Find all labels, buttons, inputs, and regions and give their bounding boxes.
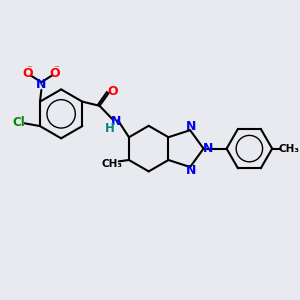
Text: ⁻: ⁻ [53,64,59,74]
Text: CH₃: CH₃ [102,159,123,169]
Text: CH₃: CH₃ [278,144,299,154]
Text: N: N [203,142,214,155]
Text: N: N [185,164,196,177]
Text: O: O [50,67,60,80]
Text: O: O [107,85,118,98]
Text: H: H [105,122,115,134]
Text: O: O [23,67,33,80]
Text: Cl: Cl [13,116,26,129]
Text: N: N [185,120,196,133]
Text: N: N [36,78,46,91]
Text: ⁻: ⁻ [26,64,32,74]
Text: N: N [110,115,121,128]
